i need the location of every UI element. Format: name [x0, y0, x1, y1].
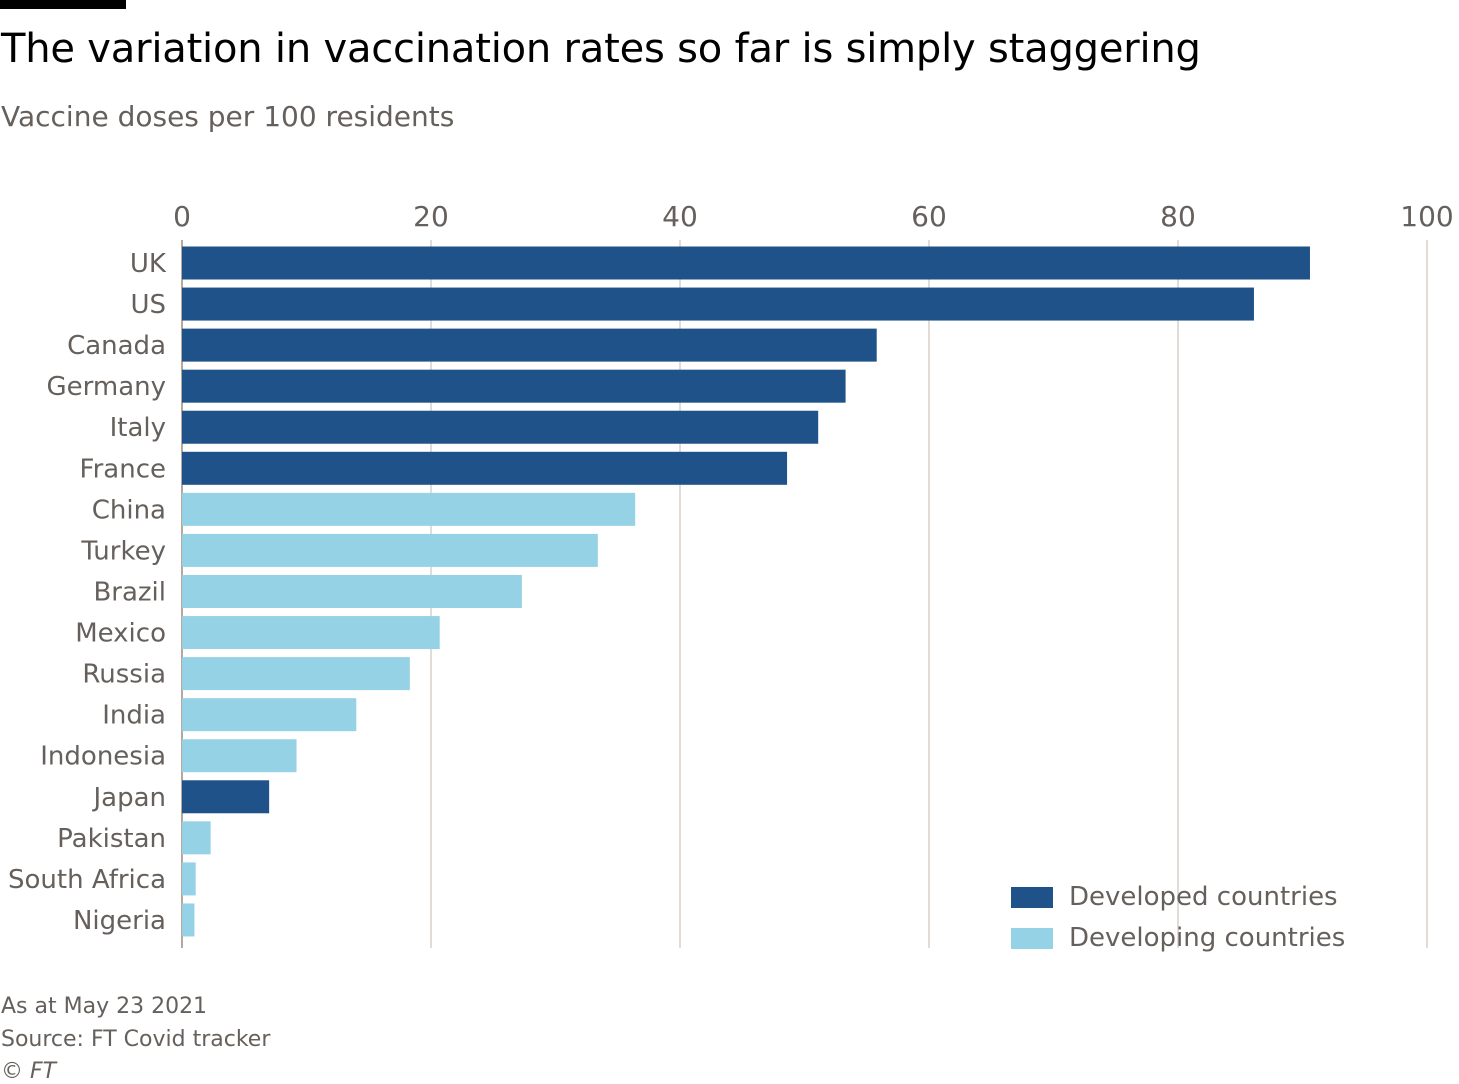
bar-india [182, 698, 357, 732]
x-tick-label-20: 20 [413, 200, 449, 233]
legend-swatch-developed [1011, 886, 1053, 908]
bar-pakistan [182, 821, 211, 855]
category-label-india: India [102, 701, 166, 731]
bar-mexico [182, 616, 440, 650]
bar-turkey [182, 533, 598, 567]
x-tick-label-80: 80 [1160, 200, 1196, 233]
bar-indonesia [182, 739, 297, 773]
category-label-canada: Canada [67, 331, 166, 361]
bar-germany [182, 369, 846, 403]
category-labels: UK US Canada Germany Italy France China Turkey B… [8, 249, 167, 936]
category-label-france: France [80, 454, 166, 484]
ft-top-bar [0, 0, 126, 9]
footer-source: Source: FT Covid tracker [1, 1027, 271, 1052]
category-label-pakistan: Pakistan [57, 824, 166, 854]
category-label-japan: Japan [91, 783, 166, 813]
category-label-indonesia: Indonesia [40, 742, 166, 772]
chart-title: The variation in vaccination rates so fa… [1, 26, 1201, 72]
category-label-us: US [130, 290, 166, 320]
x-axis-ticks: 0 20 40 60 80 100 [173, 200, 1454, 233]
bar-canada [182, 328, 877, 362]
bar-japan [182, 780, 270, 814]
category-label-turkey: Turkey [80, 536, 166, 566]
legend-label-developed: Developed countries [1069, 882, 1338, 912]
legend-label-developing: Developing countries [1069, 923, 1346, 953]
bar-italy [182, 410, 819, 444]
chart-subtitle: Vaccine doses per 100 residents [1, 100, 455, 133]
category-label-russia: Russia [82, 660, 166, 690]
bar-chart: 0 20 40 60 80 100 UK US Canada Germany Italy Franc… [8, 200, 1454, 948]
bar-russia [182, 657, 410, 691]
category-label-south-africa: South Africa [8, 865, 166, 895]
bar-china [182, 492, 636, 526]
x-tick-label-60: 60 [911, 200, 947, 233]
footer-copyright: © FT [1, 1059, 57, 1084]
bar-us [182, 287, 1254, 321]
category-label-uk: UK [130, 249, 167, 279]
footer-date-note: As at May 23 2021 [1, 994, 208, 1019]
x-tick-label-100: 100 [1400, 200, 1453, 233]
category-label-germany: Germany [46, 372, 166, 402]
legend-item-developed: Developed countries [1011, 879, 1338, 915]
bar-brazil [182, 574, 522, 608]
bar-nigeria [182, 903, 195, 937]
bars-layer [182, 246, 1310, 937]
bar-france [182, 451, 788, 485]
legend-item-developing: Developing countries [1011, 920, 1345, 956]
category-label-china: China [92, 495, 166, 525]
bar-uk [182, 246, 1310, 280]
category-label-brazil: Brazil [93, 577, 166, 607]
legend-swatch-developing [1011, 927, 1053, 949]
bar-south-africa [182, 862, 196, 896]
x-tick-label-0: 0 [173, 200, 191, 233]
x-tick-label-40: 40 [662, 200, 698, 233]
category-label-nigeria: Nigeria [73, 906, 166, 936]
category-label-mexico: Mexico [75, 619, 166, 649]
category-label-italy: Italy [110, 413, 166, 443]
